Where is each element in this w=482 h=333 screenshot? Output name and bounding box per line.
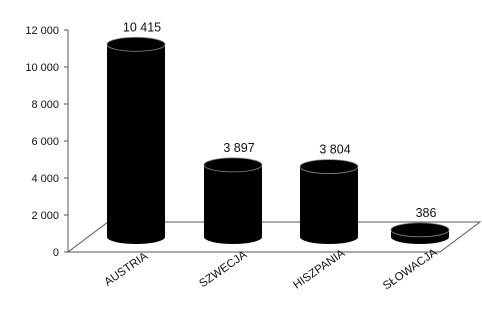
category-label: SŁOWACJA — [381, 246, 440, 292]
category-labels: AUSTRIA SZWECJA HISZPANIA SŁOWACJA — [102, 246, 439, 292]
bar-body — [300, 166, 358, 244]
y-tick-label: 10 000 — [25, 62, 59, 74]
y-tick-label: 6 000 — [31, 136, 59, 148]
data-label: 10 415 — [123, 20, 161, 34]
category-label: HISZPANIA — [291, 247, 347, 291]
bar-szwecja — [203, 157, 263, 244]
bar-top — [106, 36, 166, 52]
bar-austria — [106, 36, 166, 245]
y-tick-label: 0 — [53, 247, 59, 259]
y-axis: 0 2 000 4 000 6 000 8 000 10 000 12 000 — [25, 25, 69, 259]
bar-series — [106, 36, 450, 245]
chart-floor — [66, 221, 482, 253]
y-tick-label: 4 000 — [31, 173, 59, 185]
y-tick-label: 2 000 — [31, 210, 59, 222]
data-labels: 10 415 3 897 3 804 386 — [123, 20, 437, 220]
y-tick-label: 12 000 — [25, 25, 59, 37]
bar-hiszpania — [299, 159, 359, 244]
bar-słowacja — [390, 222, 450, 244]
category-label: SZWECJA — [197, 249, 249, 291]
bar-top — [390, 222, 450, 238]
data-label: 386 — [416, 206, 437, 220]
data-label: 3 804 — [319, 143, 350, 157]
data-label: 3 897 — [223, 141, 254, 155]
category-label: AUSTRIA — [102, 250, 150, 289]
y-tick-label: 8 000 — [31, 99, 59, 111]
bar-top — [299, 159, 359, 175]
floor-plane — [66, 221, 482, 253]
bar-top — [203, 157, 263, 173]
bar-body — [107, 44, 165, 245]
bar-body — [204, 164, 262, 244]
